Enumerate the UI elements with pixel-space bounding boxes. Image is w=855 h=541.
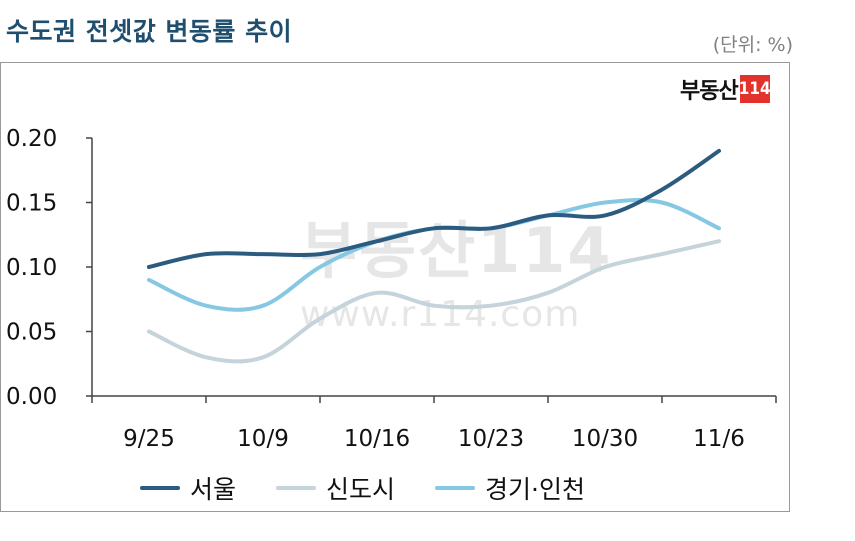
- brand-logo: 부동산 114: [680, 74, 771, 104]
- x-tick-label: 10/9: [237, 426, 289, 452]
- chart-axes: [86, 137, 777, 403]
- x-tick-label: 10/16: [344, 426, 410, 452]
- chart-labels: 0.00 0.05 0.10 0.15 0.20 9/25 10/9 10/16 10/23 10…: [6, 126, 745, 452]
- series-line-1: [147, 239, 721, 364]
- x-tick-label: 11/6: [693, 426, 745, 452]
- legend-swatch: [140, 486, 180, 490]
- legend-item: 신도시: [276, 470, 395, 506]
- legend-swatch: [276, 486, 317, 490]
- legend-label: 경기·인천: [485, 475, 585, 504]
- x-tick-label: 10/23: [458, 426, 524, 452]
- series-line-0: [147, 148, 721, 269]
- legend-label: 신도시: [326, 475, 396, 504]
- y-tick-label: 0.15: [6, 191, 57, 217]
- legend-label: 서울: [190, 475, 237, 504]
- legend-item: 서울: [140, 470, 236, 506]
- unit-label: (단위: %): [712, 34, 793, 56]
- y-tick-label: 0.00: [6, 384, 57, 410]
- chart-lines: [147, 148, 721, 364]
- legend-item: 경기·인천: [435, 470, 585, 506]
- logo-box: 114: [739, 75, 771, 103]
- logo-text: 부동산: [680, 79, 739, 104]
- legend-swatch: [435, 486, 476, 490]
- chart-legend: 서울 신도시 경기·인천: [140, 470, 585, 506]
- y-tick-label: 0.10: [6, 255, 57, 281]
- x-tick-label: 9/25: [123, 426, 175, 452]
- chart-panel: [0, 62, 790, 512]
- chart-title: 수도권 전셋값 변동률 추이: [6, 17, 293, 46]
- y-tick-label: 0.05: [6, 320, 57, 346]
- y-tick-label: 0.20: [6, 126, 57, 152]
- x-tick-label: 10/30: [572, 426, 638, 452]
